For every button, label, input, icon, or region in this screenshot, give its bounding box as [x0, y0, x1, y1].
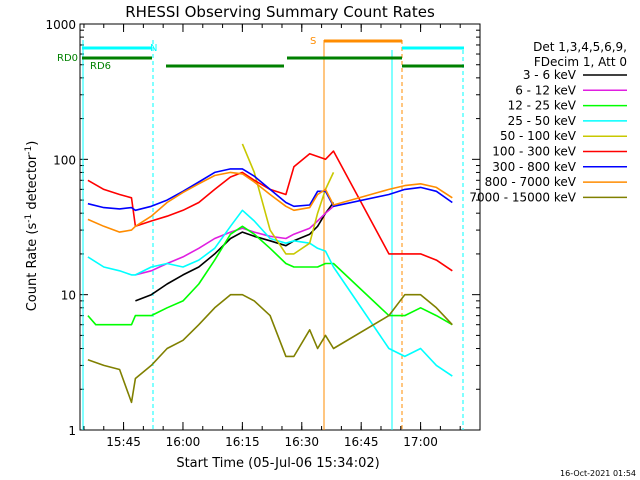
legend-header-line-1: Det 1,3,4,5,6,9, [533, 40, 627, 54]
legend-label: 800 - 7000 keV [485, 175, 577, 189]
attenuator-n-label: N [150, 43, 157, 54]
attenuator-s-label: S [310, 36, 316, 47]
legend-label: 3 - 6 keV [523, 68, 577, 82]
x-tick-label: 16:15 [225, 435, 260, 449]
y-axis-label-sup2: -1 [24, 146, 34, 155]
series-line [87, 150, 453, 272]
y-tick-label: 100 [53, 153, 76, 167]
legend-label: 50 - 100 keV [500, 129, 577, 143]
legend-label: 300 - 800 keV [492, 160, 576, 174]
rd0-label: RD0 [57, 53, 78, 64]
plot-frame [79, 23, 481, 431]
y-axis-label-end: ) [25, 141, 40, 146]
series-line [87, 293, 453, 404]
legend-label: 7000 - 15000 keV [469, 190, 576, 204]
y-axis-label-sup1: -1 [24, 214, 34, 223]
series-line [87, 209, 453, 377]
x-tick-label: 16:45 [344, 435, 379, 449]
x-tick-label: 16:30 [284, 435, 319, 449]
x-tick-label: 16:00 [166, 435, 201, 449]
x-axis-label: Start Time (05-Jul-06 15:34:02) [176, 456, 379, 471]
y-axis-label-mid: detector [25, 154, 40, 214]
rd6-label: RD6 [90, 61, 111, 72]
rd-state-bar [82, 56, 464, 68]
chart-title: RHESSI Observing Summary Count Rates [125, 3, 435, 21]
series-line [241, 143, 335, 255]
y-axis-label-main: Count Rate (s [25, 223, 40, 312]
series-line [87, 225, 453, 326]
x-tick-label: 15:45 [106, 435, 141, 449]
timestamp: 16-Oct-2021 01:54 [560, 469, 636, 478]
legend-label: 12 - 25 keV [508, 99, 577, 113]
y-axis-label: Count Rate (s-1 detector-1) [24, 141, 40, 312]
x-tick-label: 17:00 [403, 435, 438, 449]
legend-label: 6 - 12 keV [515, 83, 577, 97]
y-tick-label: 10 [61, 289, 76, 303]
series-line [87, 168, 453, 212]
legend-header-line-2: FDecim 1, Att 0 [534, 55, 627, 69]
series-line [87, 171, 453, 233]
legend-label: 100 - 300 keV [492, 145, 576, 159]
plot-layer: 1 10 100 1000 15:45 16:00 16:15 16:30 16:45 17:00… [45, 18, 627, 449]
y-tick-label: 1000 [45, 18, 76, 32]
y-tick-label: 1 [68, 424, 76, 438]
legend-label: 25 - 50 keV [508, 114, 577, 128]
